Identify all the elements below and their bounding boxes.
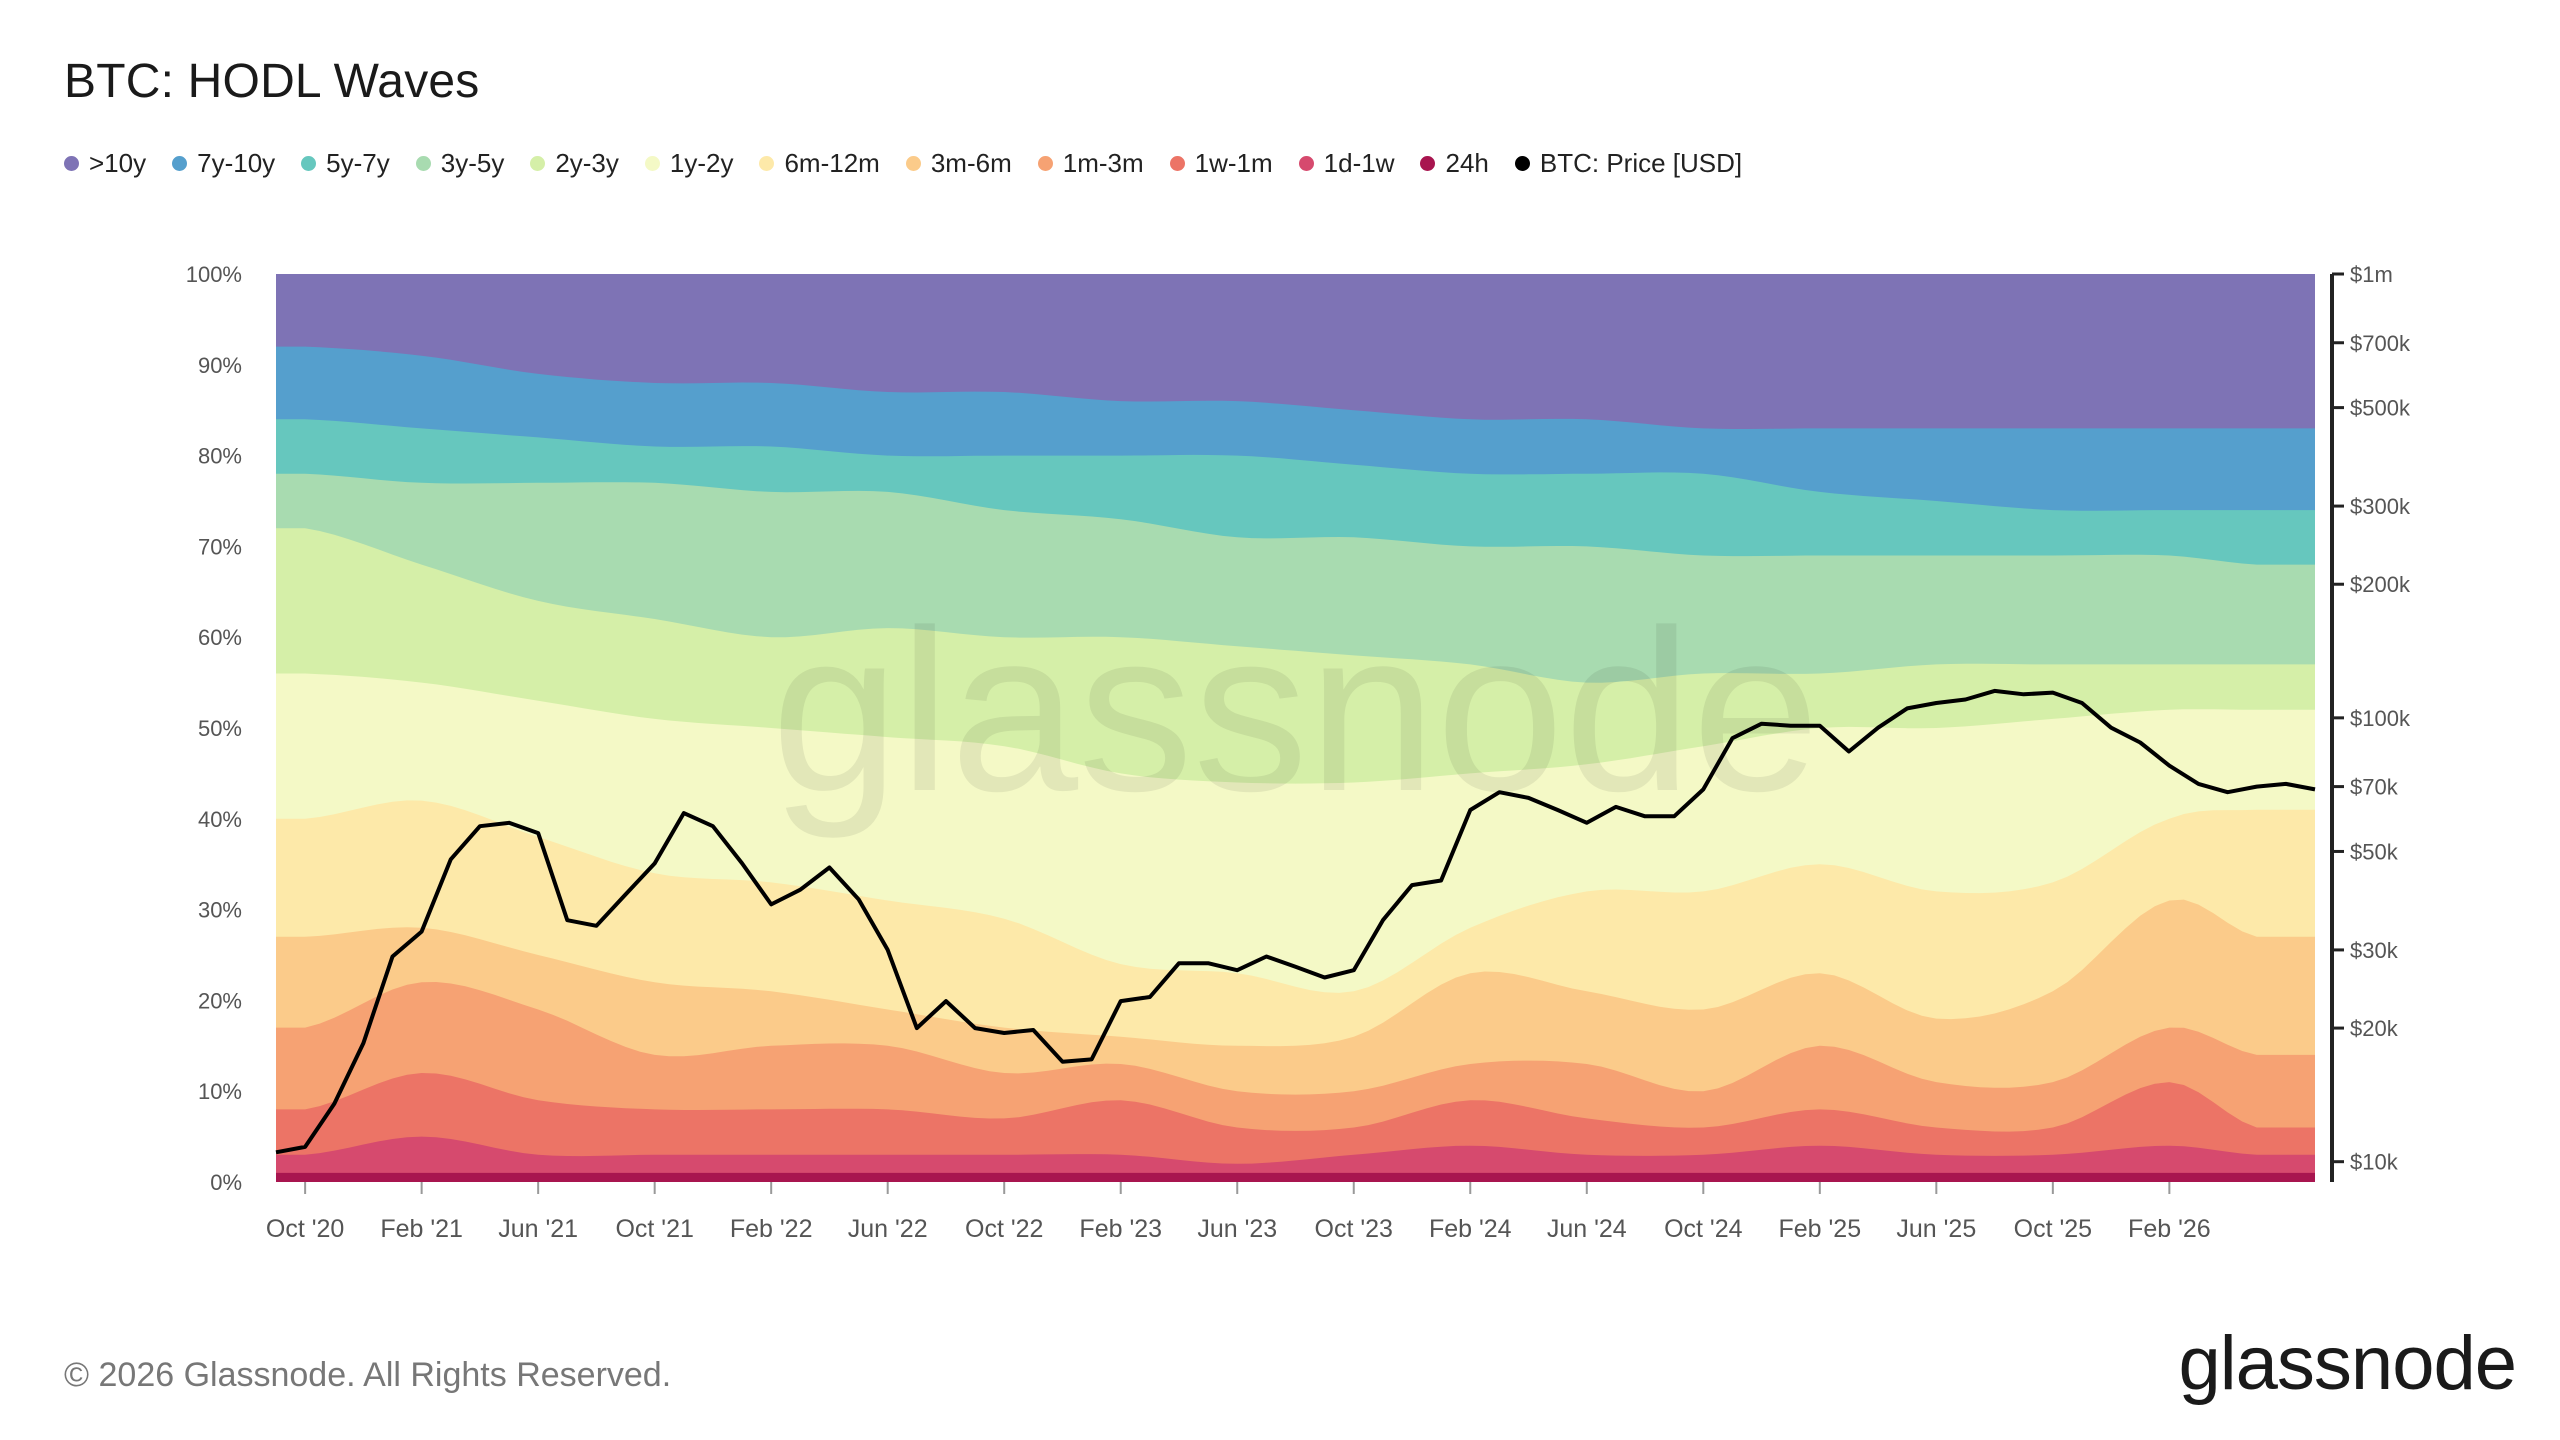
x-tick-label: Feb '21 bbox=[380, 1215, 463, 1243]
x-tick-label: Feb '24 bbox=[1429, 1215, 1512, 1243]
legend-dot-icon bbox=[644, 156, 660, 171]
watermark-text: glassnode bbox=[771, 582, 1820, 839]
chart-title: BTC: HODL Waves bbox=[64, 55, 480, 108]
y-right-tick-label: $10k bbox=[2350, 1150, 2399, 1175]
legend-dot-icon bbox=[530, 156, 546, 171]
legend: >10y 7y-10y 5y-7y 3y-5y 2y-3y 1y-2y 6m-12m 3m-6… bbox=[64, 148, 1768, 179]
y-left-tick-label: 100% bbox=[186, 262, 242, 287]
y-left-tick-label: 30% bbox=[198, 898, 242, 923]
legend-dot-icon bbox=[1169, 156, 1185, 171]
y-left-tick-label: 0% bbox=[210, 1170, 242, 1195]
y-right-tick-label: $30k bbox=[2350, 938, 2399, 963]
legend-item[interactable]: 2y-3y bbox=[530, 148, 619, 179]
legend-label: 3y-5y bbox=[440, 148, 505, 178]
legend-dot-icon bbox=[1298, 156, 1314, 171]
legend-label: 24h bbox=[1445, 148, 1489, 178]
x-tick-label: Jun '24 bbox=[1547, 1215, 1627, 1243]
legend-label: 1m-3m bbox=[1062, 148, 1144, 178]
y-right-tick-label: $500k bbox=[2350, 396, 2411, 421]
legend-label: 1w-1m bbox=[1194, 148, 1273, 178]
y-right-tick-label: $50k bbox=[2350, 839, 2399, 864]
legend-item[interactable]: >10y bbox=[64, 148, 146, 179]
x-tick-label: Jun '23 bbox=[1197, 1215, 1277, 1243]
y-right-tick-label: $300k bbox=[2350, 494, 2411, 519]
legend-label: 5y-7y bbox=[326, 148, 390, 178]
legend-label: >10y bbox=[89, 148, 147, 178]
legend-dot-icon bbox=[415, 156, 431, 171]
copyright-footer: © 2026 Glassnode. All Rights Reserved. bbox=[64, 1356, 672, 1394]
legend-item[interactable]: BTC: Price [USD] bbox=[1514, 148, 1743, 179]
legend-dot-icon bbox=[64, 156, 79, 171]
x-tick-label: Jun '22 bbox=[848, 1215, 928, 1243]
x-tick-label: Oct '23 bbox=[1315, 1215, 1393, 1243]
band-24h bbox=[276, 1172, 2315, 1182]
y-left-tick-label: 70% bbox=[198, 534, 242, 559]
btc-price-line bbox=[275, 688, 2316, 1155]
legend-item[interactable]: 24h bbox=[1420, 148, 1489, 179]
legend-label: 7y-10y bbox=[197, 148, 276, 178]
y-left-tick-label: 10% bbox=[198, 1079, 242, 1104]
legend-item[interactable]: 1m-3m bbox=[1037, 148, 1144, 179]
x-tick-label: Oct '21 bbox=[615, 1215, 693, 1243]
legend-label: 6m-12m bbox=[784, 148, 880, 178]
glassnode-logo: glassnode bbox=[2178, 1321, 2517, 1406]
legend-dot-icon bbox=[1420, 156, 1436, 171]
band-1d-1w bbox=[276, 1136, 2315, 1182]
legend-label: 2y-3y bbox=[555, 148, 619, 178]
y-left-tick-label: 40% bbox=[198, 807, 242, 832]
y-right-tick-label: $700k bbox=[2350, 331, 2411, 356]
hodl-waves-chart: glassnode 0% 10% 20% 30% 40% 50% 60% 70% 80% 90% 10… bbox=[186, 262, 2411, 1243]
y-left-tick-label: 60% bbox=[198, 625, 242, 650]
x-tick-label: Feb '25 bbox=[1779, 1215, 1862, 1243]
legend-dot-icon bbox=[172, 156, 188, 171]
y-left-tick-label: 50% bbox=[198, 716, 242, 741]
legend-item[interactable]: 1y-2y bbox=[644, 148, 734, 179]
legend-label: 1y-2y bbox=[669, 148, 734, 178]
x-tick-label: Jun '25 bbox=[1896, 1215, 1976, 1243]
x-tick-label: Oct '24 bbox=[1664, 1215, 1743, 1243]
legend-label: 3m-6m bbox=[930, 148, 1012, 178]
legend-label: BTC: Price [USD] bbox=[1539, 148, 1743, 178]
y-right-tick-label: $1m bbox=[2350, 262, 2393, 287]
legend-dot-icon bbox=[301, 156, 317, 171]
legend-item[interactable]: 1w-1m bbox=[1169, 148, 1273, 179]
y-right-tick-label: $200k bbox=[2350, 572, 2411, 597]
x-tick-label: Jun '21 bbox=[498, 1215, 578, 1243]
legend-item[interactable]: 5y-7y bbox=[301, 148, 390, 179]
x-tick-label: Feb '23 bbox=[1079, 1215, 1162, 1243]
legend-item[interactable]: 7y-10y bbox=[172, 148, 275, 179]
y-left-tick-label: 90% bbox=[198, 353, 242, 378]
legend-dot-icon bbox=[905, 156, 921, 171]
y-left-tick-label: 80% bbox=[198, 444, 242, 469]
x-tick-label: Oct '22 bbox=[965, 1215, 1043, 1243]
y-right-tick-label: $70k bbox=[2350, 775, 2399, 800]
y-left-tick-label: 20% bbox=[198, 988, 242, 1013]
legend-dot-icon bbox=[1037, 156, 1053, 171]
legend-item[interactable]: 3m-6m bbox=[905, 148, 1012, 179]
x-tick-label: Feb '26 bbox=[2128, 1215, 2211, 1243]
legend-item[interactable]: 6m-12m bbox=[759, 148, 880, 179]
y-right-tick-label: $100k bbox=[2350, 706, 2411, 731]
legend-item[interactable]: 1d-1w bbox=[1298, 148, 1395, 179]
legend-label: 1d-1w bbox=[1323, 148, 1395, 178]
legend-item[interactable]: 3y-5y bbox=[415, 148, 505, 179]
x-tick-label: Oct '25 bbox=[2014, 1215, 2092, 1243]
x-tick-label: Oct '20 bbox=[266, 1215, 344, 1243]
legend-dot-icon bbox=[759, 156, 775, 171]
legend-dot-icon bbox=[1514, 156, 1530, 171]
x-tick-label: Feb '22 bbox=[730, 1215, 813, 1243]
y-right-tick-label: $20k bbox=[2350, 1016, 2399, 1041]
